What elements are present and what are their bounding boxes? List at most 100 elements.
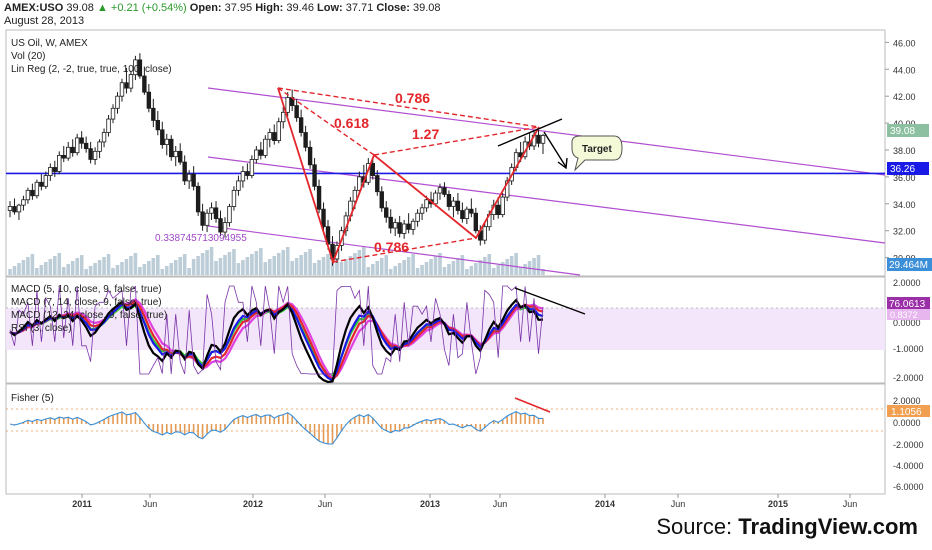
volume-bar: [447, 264, 451, 275]
volume-bar: [102, 257, 106, 275]
candle-body: [424, 199, 429, 209]
volume-bar: [187, 268, 191, 275]
source-credit: Source: TradingView.com: [656, 514, 918, 540]
open-label: Open:: [189, 2, 222, 14]
volume-bar: [245, 257, 250, 275]
candle-body: [321, 208, 326, 228]
candle-body: [388, 216, 393, 229]
volume-bar: [250, 254, 254, 275]
macd-tag: 76.0613: [889, 299, 926, 310]
candle-body: [285, 97, 290, 113]
volume-bar: [321, 257, 326, 275]
volume-bar: [532, 258, 536, 275]
volume-bar: [147, 261, 151, 275]
candle-body: [254, 149, 259, 160]
low-value: 37.71: [345, 2, 374, 14]
volume-bar: [474, 263, 478, 275]
volume-bar: [442, 267, 447, 275]
candle-body: [209, 207, 214, 214]
volume-bar: [57, 253, 62, 275]
candle-body: [160, 129, 165, 146]
volume-bar: [138, 267, 142, 275]
volume-bar: [214, 261, 218, 275]
volume-bar: [70, 261, 75, 275]
price-change: +0.21 (+0.54%): [110, 2, 187, 14]
candle-body: [213, 207, 219, 220]
candle-body: [30, 189, 35, 197]
candle-body: [115, 95, 120, 109]
candle-body: [419, 207, 425, 214]
volume-bar: [424, 262, 429, 275]
candle-body: [410, 220, 416, 230]
y-tick-label: 32.00: [893, 227, 916, 237]
legend-macd-2: MACD (7, 14, close, 9, false, true): [11, 297, 162, 308]
volume-bar: [518, 267, 523, 275]
candle-body: [384, 207, 389, 218]
volume-bar: [93, 263, 97, 275]
macd-tag-bg: [887, 297, 930, 309]
candle-body: [303, 132, 308, 148]
volume-bar: [276, 253, 281, 275]
x-tick-label: 2011: [72, 499, 92, 509]
candle-body: [482, 226, 487, 241]
candle-body: [536, 134, 541, 144]
candle-body: [451, 200, 456, 207]
volume-bar: [523, 264, 527, 275]
candle-body: [464, 208, 470, 220]
candle-body: [222, 222, 228, 233]
harmonic-dashed: [373, 126, 540, 156]
candle-body: [263, 138, 268, 156]
open-value: 37.95: [224, 2, 253, 14]
volume-bar: [303, 252, 308, 275]
volume-tag: 29.464M: [889, 260, 928, 271]
candle-body: [101, 132, 107, 143]
target-label: Target: [582, 144, 612, 155]
close-label: Close:: [376, 2, 410, 14]
target-callout[interactable]: Target: [571, 135, 623, 172]
legend-macd-1: MACD (5, 10, close, 9, false, true): [11, 284, 162, 295]
volume-bar: [415, 268, 420, 275]
candle-body: [357, 176, 362, 191]
fisher-tag-bg: [887, 405, 930, 417]
volume-bar: [456, 258, 460, 275]
volume-tag-bg: [887, 258, 932, 271]
y-tick-label: 34.00: [893, 200, 916, 210]
candle-body: [415, 212, 420, 222]
volume-bar: [182, 254, 187, 275]
y-tick-label: 36.00: [893, 173, 916, 183]
volume-bar: [75, 258, 79, 275]
fib-label-ext: 1.27: [412, 126, 439, 142]
candle-body: [281, 111, 286, 123]
fib-label-left: 0.618: [334, 115, 369, 131]
volume-bar: [362, 247, 366, 275]
candle-body: [133, 59, 138, 76]
candle-body: [52, 167, 57, 172]
candle-body: [97, 141, 102, 152]
candle-body: [540, 135, 546, 144]
volume-bar: [259, 248, 263, 275]
candle-body: [178, 150, 183, 163]
macd-tag2-bg: [887, 309, 930, 320]
candle-body: [191, 173, 196, 187]
volume-bar: [88, 266, 93, 275]
volume-bar: [21, 260, 26, 275]
volume-bar: [353, 253, 357, 275]
candle-body: [379, 191, 384, 209]
macd-tick-label: -1.0000: [893, 344, 924, 354]
volume-bar: [411, 254, 415, 275]
lin-reg-line: [207, 156, 886, 244]
volume-bar: [106, 254, 111, 275]
volume-bar: [26, 257, 30, 275]
volume-bar: [348, 256, 353, 275]
y-tick-label: 44.00: [893, 65, 916, 75]
volume-bar: [326, 254, 330, 275]
volume-bar: [61, 267, 66, 275]
candle-body: [16, 204, 22, 213]
volume-bar: [160, 269, 165, 275]
legend-main: US Oil, W, AMEX: [11, 38, 88, 49]
candle-body: [61, 154, 66, 159]
candle-body: [12, 206, 17, 213]
volume-bar: [39, 265, 44, 275]
volume-bar: [460, 255, 465, 275]
